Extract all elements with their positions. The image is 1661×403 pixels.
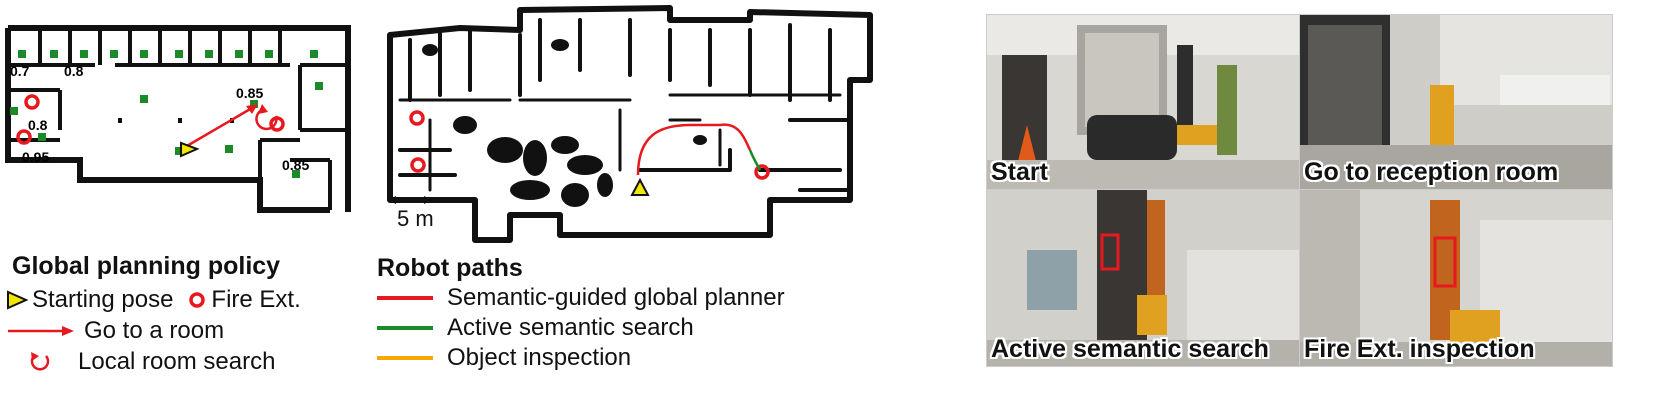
legend-label: Object inspection <box>447 344 632 371</box>
legend-global-planner: Semantic-guided global planner <box>377 284 785 312</box>
wall-outer-bottom <box>5 28 330 213</box>
red-line-swatch <box>377 296 433 300</box>
red-arrow-icon <box>8 326 74 336</box>
circular-arrow-icon <box>30 352 50 371</box>
photo-reception: Go to reception room <box>1299 14 1613 190</box>
legend-label: Local room search <box>78 348 276 375</box>
score-label: 0.85 <box>282 157 309 173</box>
photo-grid: Start Go to reception room Active semant… <box>986 14 1656 389</box>
corridor-scene-image <box>1300 15 1612 189</box>
score-label: 0.85 <box>236 85 263 101</box>
photo-caption: Fire Ext. inspection <box>1304 335 1535 363</box>
legend-go-to-room: Go to a room <box>6 317 224 345</box>
legend-active-search: Active semantic search <box>377 314 694 342</box>
legend-label: Fire Ext. <box>211 286 301 313</box>
orange-line-swatch <box>377 356 433 360</box>
scale-bar-label: 5 m <box>397 206 434 231</box>
legend-label: Semantic-guided global planner <box>447 284 785 311</box>
global-planning-title: Global planning policy <box>12 252 281 280</box>
global-planning-panel: 0.7 0.8 0.85 0.8 0.95 0.85 Global planni… <box>0 0 380 403</box>
score-label: 0.8 <box>28 117 48 133</box>
score-label: 0.8 <box>64 63 84 79</box>
occupancy-map <box>387 5 873 243</box>
score-label: 0.95 <box>22 149 49 165</box>
fire-ext-icon <box>189 292 206 308</box>
green-line-swatch <box>377 326 433 330</box>
inspection-scene-image <box>1300 190 1612 366</box>
photo-caption: Go to reception room <box>1304 158 1559 186</box>
photo-caption: Start <box>991 158 1048 186</box>
legend-object-inspection: Object inspection <box>377 344 631 372</box>
photo-caption: Active semantic search <box>991 335 1269 363</box>
legend-label: Starting pose <box>32 286 174 313</box>
photo-start: Start <box>986 14 1300 190</box>
legend-local-search: Local room search <box>28 348 275 376</box>
legend-label: Go to a room <box>84 317 225 344</box>
robot-paths-panel: 5 m Robot paths Semantic-guided global p… <box>377 0 930 403</box>
start-pose-icon <box>7 290 28 310</box>
wall-outer-top <box>8 25 351 212</box>
office-scene-image <box>987 15 1299 189</box>
score-label: 0.7 <box>10 63 30 79</box>
floorplan-map: 0.7 0.8 0.85 0.8 0.95 0.85 <box>5 25 351 213</box>
legend-label: Active semantic search <box>447 314 694 341</box>
photo-active-search: Active semantic search <box>986 189 1300 367</box>
robot-paths-title: Robot paths <box>377 254 523 282</box>
hallway-scene-image <box>987 190 1299 366</box>
photo-fire-ext-inspection: Fire Ext. inspection <box>1299 189 1613 367</box>
legend-starting-pose: Starting pose Fire Ext. <box>6 286 301 314</box>
